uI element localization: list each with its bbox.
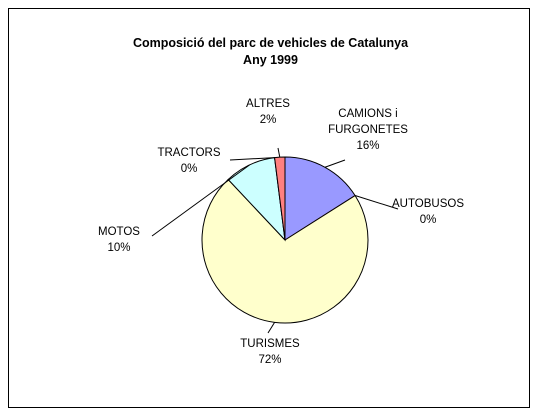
leader-line [324, 159, 346, 168]
category-label: MOTOS [98, 226, 140, 238]
leader-line [229, 157, 275, 161]
slice-label: AUTOBUSOS 0% [380, 196, 476, 228]
category-label: AUTOBUSOS [392, 198, 464, 210]
slice-label: TRACTORS 0% [141, 145, 237, 177]
category-label: CAMIONS i FURGONETES [328, 108, 408, 136]
leader-line [267, 322, 276, 334]
value-label: 0% [419, 214, 437, 226]
value-label: 16% [356, 140, 380, 152]
leader-line [354, 195, 399, 210]
slice-label: CAMIONS i FURGONETES 16% [320, 106, 416, 154]
value-label: 72% [258, 354, 282, 366]
value-label: 2% [259, 114, 277, 126]
slice-label: MOTOS 10% [71, 224, 167, 256]
slice-label: ALTRES 2% [220, 96, 316, 128]
leader-line [151, 164, 250, 237]
chart-subtitle: Any 1999 [243, 53, 298, 67]
category-label: ALTRES [246, 98, 290, 110]
value-label: 0% [180, 163, 198, 175]
slice-label: TURISMES 72% [222, 336, 318, 368]
category-label: TRACTORS [157, 147, 221, 159]
category-label: TURISMES [240, 338, 300, 350]
value-label: 10% [107, 242, 131, 254]
pie-slice [284, 156, 356, 241]
leader-line [277, 147, 281, 158]
chart-title: Composició del parc de vehicles de Catal… [132, 36, 409, 50]
